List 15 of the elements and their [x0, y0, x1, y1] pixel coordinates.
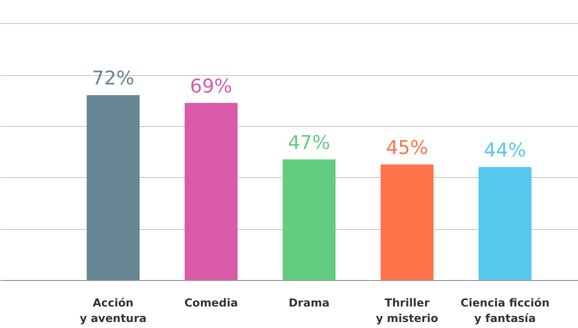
data-label: 72% — [92, 68, 134, 90]
bar — [282, 159, 336, 280]
data-label: 47% — [288, 132, 330, 154]
data-label: 44% — [484, 140, 526, 162]
x-tick-label: Ciencia ficción y fantasía — [460, 296, 550, 326]
x-tick-label: Acción y aventura — [80, 296, 147, 326]
x-tick-label: Drama — [288, 296, 330, 310]
x-tick-label: Comedia — [184, 296, 238, 310]
x-tick-label: Thriller y misterio — [376, 296, 439, 326]
bar — [184, 102, 238, 280]
data-label: 69% — [190, 75, 232, 98]
data-label: 45% — [386, 136, 428, 159]
bar — [86, 95, 140, 280]
bar — [380, 164, 434, 280]
bar — [478, 167, 532, 280]
